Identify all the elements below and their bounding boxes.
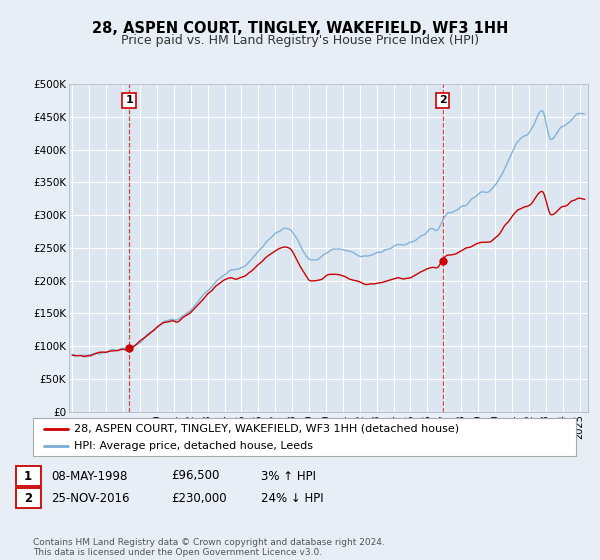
Text: 2: 2 bbox=[439, 95, 446, 105]
Text: 24% ↓ HPI: 24% ↓ HPI bbox=[261, 492, 323, 505]
Text: 2: 2 bbox=[24, 492, 32, 505]
Text: 28, ASPEN COURT, TINGLEY, WAKEFIELD, WF3 1HH (detached house): 28, ASPEN COURT, TINGLEY, WAKEFIELD, WF3… bbox=[74, 423, 459, 433]
Text: 3% ↑ HPI: 3% ↑ HPI bbox=[261, 469, 316, 483]
Text: 1: 1 bbox=[125, 95, 133, 105]
Text: £96,500: £96,500 bbox=[171, 469, 220, 483]
Text: 1: 1 bbox=[24, 469, 32, 483]
Text: 25-NOV-2016: 25-NOV-2016 bbox=[51, 492, 130, 505]
Text: 28, ASPEN COURT, TINGLEY, WAKEFIELD, WF3 1HH: 28, ASPEN COURT, TINGLEY, WAKEFIELD, WF3… bbox=[92, 21, 508, 36]
Text: Contains HM Land Registry data © Crown copyright and database right 2024.
This d: Contains HM Land Registry data © Crown c… bbox=[33, 538, 385, 557]
Text: 08-MAY-1998: 08-MAY-1998 bbox=[51, 469, 127, 483]
Text: Price paid vs. HM Land Registry's House Price Index (HPI): Price paid vs. HM Land Registry's House … bbox=[121, 34, 479, 46]
Text: HPI: Average price, detached house, Leeds: HPI: Average price, detached house, Leed… bbox=[74, 441, 313, 451]
Text: £230,000: £230,000 bbox=[171, 492, 227, 505]
